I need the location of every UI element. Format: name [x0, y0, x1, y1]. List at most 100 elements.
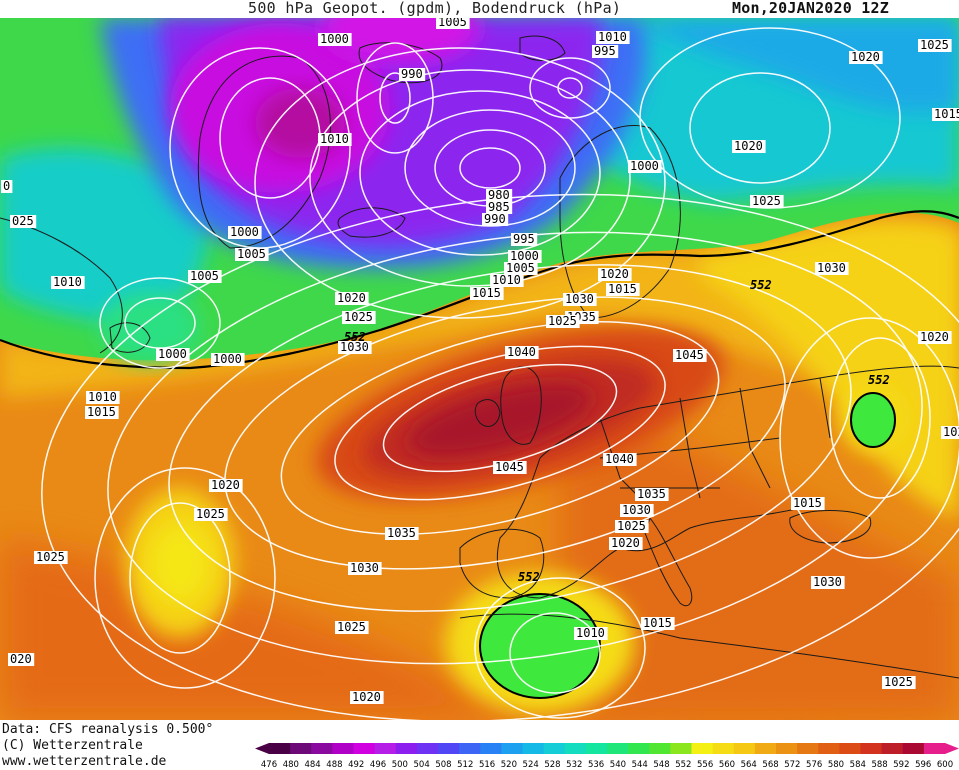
- isobar-label: 1020: [920, 330, 949, 344]
- isobar-label-box: [385, 527, 419, 540]
- legend-swatch: [311, 743, 333, 754]
- isobar-label-box: [211, 353, 245, 366]
- isobar-label: 1025: [36, 550, 65, 564]
- isobar-label-box: [641, 617, 675, 630]
- isobar-label-box: [486, 189, 513, 202]
- isobar-label-box: [493, 461, 527, 474]
- isobar-label: 020: [10, 652, 32, 666]
- isobar-label-box: [482, 213, 509, 226]
- legend-tick-label: 488: [326, 760, 342, 770]
- isobar-label: 1015: [934, 107, 959, 121]
- legend-swatch: [607, 743, 629, 754]
- legend-swatch: [480, 743, 502, 754]
- legend-swatch: [585, 743, 608, 754]
- legend-tick-label: 588: [871, 760, 887, 770]
- legend-swatch: [881, 743, 904, 754]
- isobar-label-box: [338, 341, 372, 354]
- isobar-label-box: [592, 45, 619, 58]
- isobar-label-box: [10, 215, 37, 228]
- legend-swatch: [543, 743, 566, 754]
- isobar-label: 1025: [752, 194, 781, 208]
- isobar-label-box: [505, 346, 539, 359]
- isobar-label: 1010: [320, 132, 349, 146]
- isobar-label-box: [574, 627, 608, 640]
- isobar-label: 1035: [637, 487, 666, 501]
- isobar-label: 1020: [600, 267, 629, 281]
- isobar-label-box: [932, 108, 959, 121]
- isobar-label-box: [508, 250, 542, 263]
- isobar-label: 1025: [884, 675, 913, 689]
- isobar-label-box: [335, 292, 369, 305]
- legend-tick-label: 548: [653, 760, 669, 770]
- legend-tick-label: 556: [697, 760, 713, 770]
- isobar-label: 1045: [495, 460, 524, 474]
- isobar-label: 990: [401, 67, 423, 81]
- legend-tick-label: 600: [937, 760, 953, 770]
- geopotential-field: [0, 18, 959, 720]
- isobar-label-box: [504, 262, 538, 275]
- legend-swatch: [691, 743, 714, 754]
- legend-tick-label: 536: [588, 760, 604, 770]
- isobar-label: 025: [12, 214, 34, 228]
- legend-swatch: [353, 743, 376, 754]
- isobar-label: 1030: [813, 575, 842, 589]
- legend-swatch: [754, 743, 777, 754]
- legend-tick-label: 500: [392, 760, 408, 770]
- isobar-label-box: [348, 562, 382, 575]
- isobar-label: 1005: [190, 269, 219, 283]
- isobar-label: 1000: [213, 352, 242, 366]
- map-date: Mon,20JAN2020 12Z: [732, 0, 889, 17]
- geopotential-contour-label: 552: [750, 278, 772, 292]
- isobar-label: 1045: [675, 348, 704, 362]
- isobar-label-box: [335, 621, 369, 634]
- isobar-label-box: [732, 140, 766, 153]
- isobar-label-box: [350, 691, 384, 704]
- legend-swatch: [902, 743, 925, 754]
- legend-tick-label: 480: [283, 760, 299, 770]
- isobar-label: 980: [488, 188, 510, 202]
- isobars: [41, 27, 959, 720]
- isobar-label-box: [791, 497, 825, 510]
- isobar-label-box: [750, 195, 784, 208]
- isobar-label-box: [620, 504, 654, 517]
- isobar-label: 1000: [158, 347, 187, 361]
- isobar-label-box: [8, 653, 35, 666]
- isobar-label-box: [194, 508, 228, 521]
- isobar-label: 1005: [237, 247, 266, 261]
- legend-swatch: [818, 743, 840, 754]
- legend-swatch: [332, 743, 354, 754]
- legend-swatch: [797, 743, 819, 754]
- isobar-label-box: [85, 406, 119, 419]
- data-source-credit: Data: CFS reanalysis 0.500°: [2, 722, 214, 737]
- legend-swatch: [416, 743, 439, 754]
- legend-tick-label: 596: [915, 760, 931, 770]
- legend-tick-label: 564: [741, 760, 757, 770]
- isobar-label-box: [490, 274, 524, 287]
- isobar-label: 1010: [88, 390, 117, 404]
- isobar-label: 1020: [611, 536, 640, 550]
- isobar-label-box: [156, 348, 190, 361]
- color-legend: 476 480 484 488 492 496 500 504 508 512 516 520 524 5…: [255, 743, 959, 770]
- isobar-label-box: [209, 479, 243, 492]
- isobar-label: 1010: [576, 626, 605, 640]
- isobar-label-box: [563, 293, 597, 306]
- legend-tick-label: 508: [435, 760, 451, 770]
- isobar-label-box: [399, 68, 426, 81]
- isobar-label-box: [318, 33, 352, 46]
- isobar-label-box: [86, 391, 120, 404]
- isobar-label: 1015: [472, 286, 501, 300]
- map-footer: Data: CFS reanalysis 0.500° (C) Wetterze…: [0, 720, 959, 770]
- isobar-label: 0: [3, 179, 10, 193]
- legend-swatch: [649, 743, 671, 754]
- legend-swatch: [501, 743, 523, 754]
- isobar-label: 1030: [340, 340, 369, 354]
- isobar-label-box: [51, 276, 85, 289]
- isobar-label: 1030: [350, 561, 379, 575]
- isobar-label: 1010: [53, 275, 82, 289]
- isobar-label-box: [596, 31, 630, 44]
- legend-tick-label: 516: [479, 760, 495, 770]
- isobar-label-box: [918, 39, 952, 52]
- isobar-label-box: [546, 315, 580, 328]
- isobar-label: 1025: [920, 38, 949, 52]
- isobar-label: 1015: [608, 282, 637, 296]
